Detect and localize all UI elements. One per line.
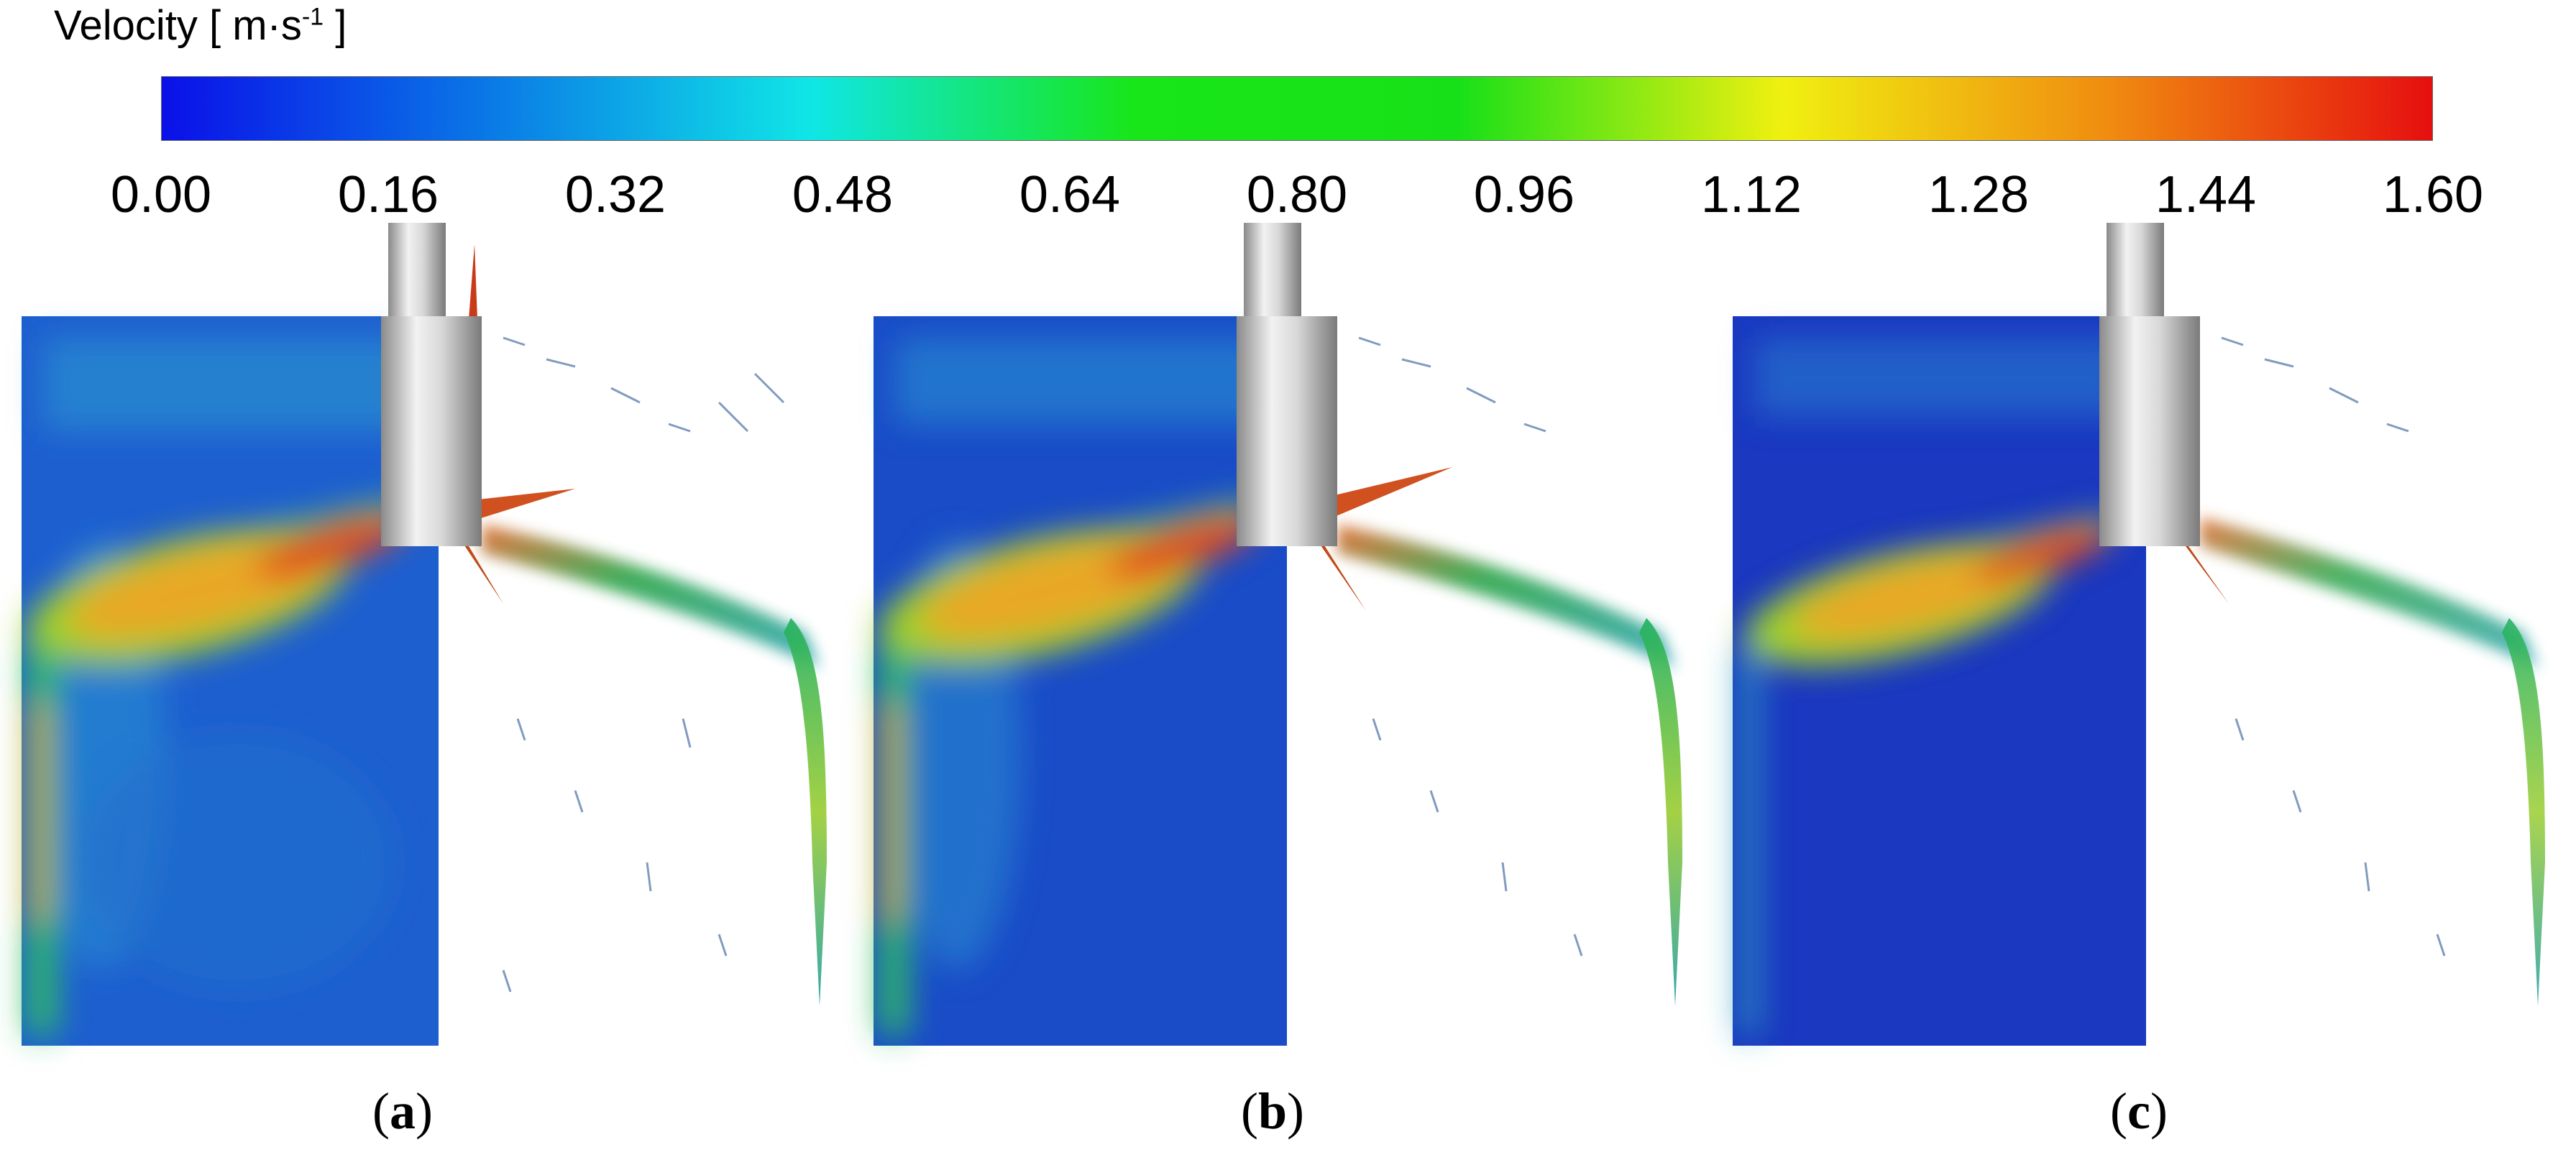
title-suffix: ] [324,2,347,49]
tick-label: 1.28 [1928,166,2030,224]
shaft [1244,223,1301,316]
panel-label-b: (b) [1222,1082,1323,1141]
panel-c [1733,223,2545,1046]
label-paren: ) [416,1082,433,1140]
impeller-hub [381,316,482,546]
tick-label: 1.60 [2382,166,2484,224]
label-paren: ( [2110,1082,2128,1140]
impeller-hub [1237,316,1337,546]
label-paren: ( [372,1082,390,1140]
shaft [2107,223,2164,316]
tick-label: 1.44 [2155,166,2257,224]
label-paren: ) [2150,1082,2168,1140]
colorbar-ticks: 0.00 0.16 0.32 0.48 0.64 0.80 0.96 1.12 … [0,165,2576,224]
contour-field [1733,316,2146,1046]
title-prefix: Velocity [ m·s [54,2,302,49]
label-letter: c [2127,1082,2150,1140]
tick-label: 0.80 [1246,166,1348,224]
label-letter: b [1257,1082,1288,1140]
tick-label: 0.96 [1473,166,1575,224]
vector-field [2164,336,2545,1006]
tick-label: 0.16 [337,166,439,224]
vector-field [1301,336,1682,1006]
panel-label-c: (c) [2089,1082,2189,1141]
label-paren: ( [1240,1082,1258,1140]
label-letter: a [390,1082,416,1140]
title-exponent: -1 [301,3,324,31]
velocity-colorbar [161,76,2433,141]
shaft [388,223,446,316]
vector-field [446,244,827,1006]
panel-a [22,223,827,1046]
tick-label: 0.64 [1019,166,1121,224]
impeller-hub [2099,316,2200,546]
panel-b [874,223,1682,1046]
tick-label: 0.00 [110,166,212,224]
colorbar-title: Velocity [ m·s-1 ] [54,1,347,50]
tick-label: 0.48 [792,166,894,224]
label-paren: ) [1287,1082,1304,1140]
panel-label-a: (a) [352,1082,453,1141]
tick-label: 1.12 [1700,166,1802,224]
tick-label: 0.32 [564,166,666,224]
